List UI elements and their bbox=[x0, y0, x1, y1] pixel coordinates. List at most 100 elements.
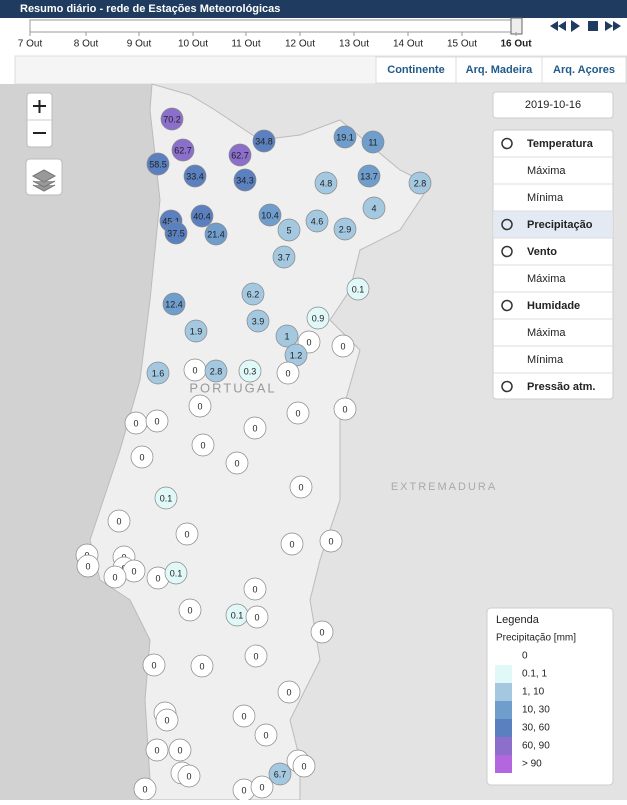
tab[interactable] bbox=[541, 56, 627, 84]
station-marker[interactable] bbox=[164, 221, 188, 245]
station-marker[interactable] bbox=[243, 577, 267, 601]
next-button[interactable] bbox=[605, 21, 621, 31]
station-marker[interactable] bbox=[333, 397, 357, 421]
station-marker[interactable] bbox=[408, 171, 432, 195]
timeline-date[interactable]: 14 Out bbox=[393, 39, 423, 50]
timeline-date[interactable]: 10 Out bbox=[178, 39, 208, 50]
station-marker[interactable] bbox=[246, 309, 270, 333]
station-marker[interactable] bbox=[103, 565, 127, 589]
station-marker[interactable] bbox=[272, 245, 296, 269]
station-marker[interactable] bbox=[191, 433, 215, 457]
menu-item[interactable]: Precipitação bbox=[527, 219, 593, 231]
station-marker[interactable] bbox=[146, 361, 170, 385]
station-marker[interactable] bbox=[333, 217, 357, 241]
station-marker[interactable] bbox=[361, 130, 385, 154]
station-marker[interactable] bbox=[204, 359, 228, 383]
station-marker[interactable] bbox=[333, 125, 357, 149]
station-marker[interactable] bbox=[244, 644, 268, 668]
station-marker[interactable] bbox=[190, 654, 214, 678]
station-marker[interactable] bbox=[228, 143, 252, 167]
timeline-date[interactable]: 9 Out bbox=[127, 39, 152, 50]
tab-label[interactable]: Arq. Madeira bbox=[466, 64, 534, 76]
station-marker[interactable] bbox=[276, 361, 300, 385]
station-marker[interactable] bbox=[277, 218, 301, 242]
station-marker[interactable] bbox=[164, 561, 188, 585]
timeline-date[interactable]: 13 Out bbox=[339, 39, 369, 50]
station-marker[interactable] bbox=[107, 509, 131, 533]
station-marker[interactable] bbox=[252, 129, 276, 153]
station-marker[interactable] bbox=[319, 529, 343, 553]
station-marker[interactable] bbox=[130, 445, 154, 469]
station-marker[interactable] bbox=[145, 409, 169, 433]
station-marker[interactable] bbox=[306, 306, 330, 330]
station-marker[interactable] bbox=[275, 324, 299, 348]
station-marker[interactable] bbox=[160, 107, 184, 131]
station-marker[interactable] bbox=[310, 620, 334, 644]
station-marker[interactable] bbox=[76, 554, 100, 578]
station-marker[interactable] bbox=[175, 522, 199, 546]
station-marker[interactable] bbox=[183, 164, 207, 188]
station-marker[interactable] bbox=[225, 451, 249, 475]
station-marker[interactable] bbox=[357, 164, 381, 188]
menu-subitem[interactable]: Máxima bbox=[527, 165, 566, 177]
station-marker[interactable] bbox=[178, 598, 202, 622]
time-slider[interactable] bbox=[29, 19, 523, 33]
menu-subitem[interactable]: Máxima bbox=[527, 273, 566, 285]
station-marker[interactable] bbox=[145, 738, 169, 762]
station-marker[interactable] bbox=[346, 277, 370, 301]
station-marker[interactable] bbox=[168, 738, 192, 762]
station-marker[interactable] bbox=[232, 704, 256, 728]
station-marker[interactable] bbox=[245, 605, 269, 629]
menu-subitem[interactable]: Mínima bbox=[527, 354, 564, 366]
timeline-date[interactable]: 8 Out bbox=[74, 39, 99, 50]
menu-item[interactable]: Humidade bbox=[527, 300, 580, 312]
timeline-date[interactable]: 7 Out bbox=[18, 39, 43, 50]
menu-subitem[interactable]: Máxima bbox=[527, 327, 566, 339]
station-marker[interactable] bbox=[292, 754, 316, 778]
previous-button[interactable] bbox=[550, 21, 566, 31]
station-marker[interactable] bbox=[154, 486, 178, 510]
station-marker[interactable] bbox=[280, 532, 304, 556]
station-marker[interactable] bbox=[155, 708, 179, 732]
timeline-date[interactable]: 16 Out bbox=[500, 39, 532, 50]
timeline-date[interactable]: 12 Out bbox=[285, 39, 315, 50]
station-marker[interactable] bbox=[184, 319, 208, 343]
station-marker[interactable] bbox=[146, 152, 170, 176]
zoom-in[interactable] bbox=[33, 100, 46, 113]
slider-handle[interactable] bbox=[510, 17, 523, 35]
station-marker[interactable] bbox=[258, 203, 282, 227]
station-marker[interactable] bbox=[190, 204, 214, 228]
tab-label[interactable]: Continente bbox=[387, 64, 444, 76]
menu-item[interactable]: Vento bbox=[527, 246, 557, 258]
station-marker[interactable] bbox=[331, 334, 355, 358]
station-marker[interactable] bbox=[241, 282, 265, 306]
tab-label[interactable]: Arq. Açores bbox=[553, 64, 615, 76]
station-marker[interactable] bbox=[188, 394, 212, 418]
station-marker[interactable] bbox=[254, 723, 278, 747]
station-marker[interactable] bbox=[171, 138, 195, 162]
station-marker[interactable] bbox=[277, 680, 301, 704]
timeline-date[interactable]: 15 Out bbox=[447, 39, 477, 50]
menu-item[interactable]: Pressão atm. bbox=[527, 381, 595, 393]
stop-button[interactable] bbox=[588, 21, 598, 31]
timeline-date[interactable]: 11 Out bbox=[231, 39, 260, 50]
menu-subitem[interactable]: Mínima bbox=[527, 192, 564, 204]
station-marker[interactable] bbox=[238, 359, 262, 383]
play-button[interactable] bbox=[571, 20, 580, 32]
station-marker[interactable] bbox=[142, 653, 166, 677]
station-marker[interactable] bbox=[243, 416, 267, 440]
station-marker[interactable] bbox=[250, 775, 274, 799]
station-marker[interactable] bbox=[314, 171, 338, 195]
station-marker[interactable] bbox=[233, 168, 257, 192]
station-marker[interactable] bbox=[268, 762, 292, 786]
station-marker[interactable] bbox=[204, 222, 228, 246]
station-marker[interactable] bbox=[177, 764, 201, 788]
station-marker[interactable] bbox=[305, 209, 329, 233]
station-marker[interactable] bbox=[362, 196, 386, 220]
station-marker[interactable] bbox=[289, 475, 313, 499]
menu-item[interactable]: Temperatura bbox=[527, 138, 594, 150]
legend bbox=[486, 607, 614, 786]
station-marker[interactable] bbox=[286, 401, 310, 425]
station-marker[interactable] bbox=[162, 292, 186, 316]
tab[interactable] bbox=[455, 56, 543, 84]
